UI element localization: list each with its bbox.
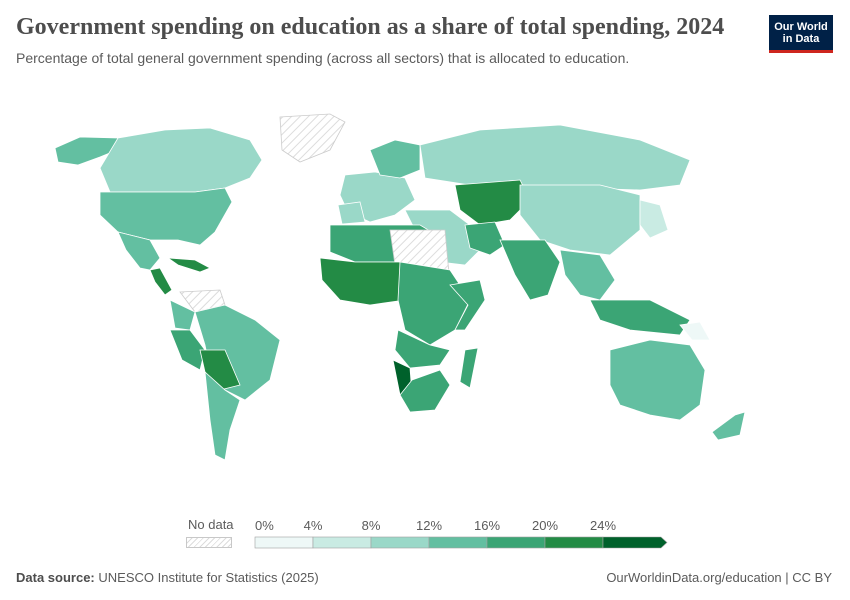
legend-bin-1[interactable]: [312, 536, 372, 549]
data-source-text[interactable]: UNESCO Institute for Statistics (2025): [98, 570, 319, 585]
country-angola-zambia[interactable]: [394, 329, 451, 369]
country-usa[interactable]: [99, 187, 233, 246]
footer-link[interactable]: OurWorldinData.org/education | CC BY: [606, 570, 832, 585]
chart-subtitle: Percentage of total general government s…: [16, 50, 630, 66]
legend-tick-4: 16%: [474, 518, 500, 533]
legend-bin-4[interactable]: [486, 536, 546, 549]
country-papua[interactable]: [679, 321, 711, 341]
country-iberia[interactable]: [337, 201, 366, 225]
country-canada[interactable]: [99, 127, 263, 193]
legend-tick-5: 20%: [532, 518, 558, 533]
country-indonesia-philippines[interactable]: [589, 299, 691, 336]
country-west-africa[interactable]: [319, 257, 406, 306]
country-iran[interactable]: [464, 221, 506, 256]
legend-bin-0[interactable]: [254, 536, 314, 549]
country-india-south-asia[interactable]: [499, 239, 561, 301]
color-legend[interactable]: 0% 4% 8% 12% 16% 20% 24%: [250, 512, 670, 557]
legend-tick-1: 4%: [304, 518, 323, 533]
chart-title: Government spending on education as a sh…: [16, 14, 725, 40]
country-argentina-chile[interactable]: [204, 371, 241, 461]
world-map[interactable]: [0, 100, 850, 505]
legend-tick-6: 24%: [590, 518, 616, 533]
country-central-america[interactable]: [149, 267, 173, 296]
legend-bin-6[interactable]: [602, 536, 668, 549]
country-russia[interactable]: [419, 124, 691, 191]
legend-bin-3[interactable]: [428, 536, 488, 549]
country-china-mongolia[interactable]: [519, 184, 641, 256]
legend-no-data-swatch[interactable]: [186, 537, 232, 548]
legend-bin-2[interactable]: [370, 536, 430, 549]
country-madagascar[interactable]: [459, 347, 479, 389]
country-greenland[interactable]: [279, 113, 346, 163]
logo-line-2: in Data: [782, 33, 820, 45]
legend-tick-3: 12%: [416, 518, 442, 533]
legend-tick-0: 0%: [255, 518, 274, 533]
country-scandinavia[interactable]: [369, 139, 421, 179]
country-central-asia[interactable]: [454, 179, 531, 226]
country-east-africa[interactable]: [449, 279, 486, 331]
country-central-africa[interactable]: [397, 261, 471, 346]
data-source: Data source: UNESCO Institute for Statis…: [16, 570, 319, 585]
data-source-label: Data source:: [16, 570, 95, 585]
legend-bin-5[interactable]: [544, 536, 604, 549]
owid-logo[interactable]: Our World in Data: [769, 15, 833, 53]
country-south-africa[interactable]: [399, 369, 451, 413]
country-bolivia-paraguay[interactable]: [199, 349, 241, 391]
country-southeast-asia[interactable]: [559, 249, 616, 301]
logo-line-1: Our World: [774, 21, 828, 33]
country-cuba-caribbean[interactable]: [166, 257, 211, 273]
country-australia[interactable]: [609, 339, 706, 421]
legend-tick-2: 8%: [362, 518, 381, 533]
country-new-zealand[interactable]: [711, 411, 746, 441]
legend-no-data-label: No data: [188, 517, 234, 532]
country-japan-korea[interactable]: [639, 199, 669, 239]
